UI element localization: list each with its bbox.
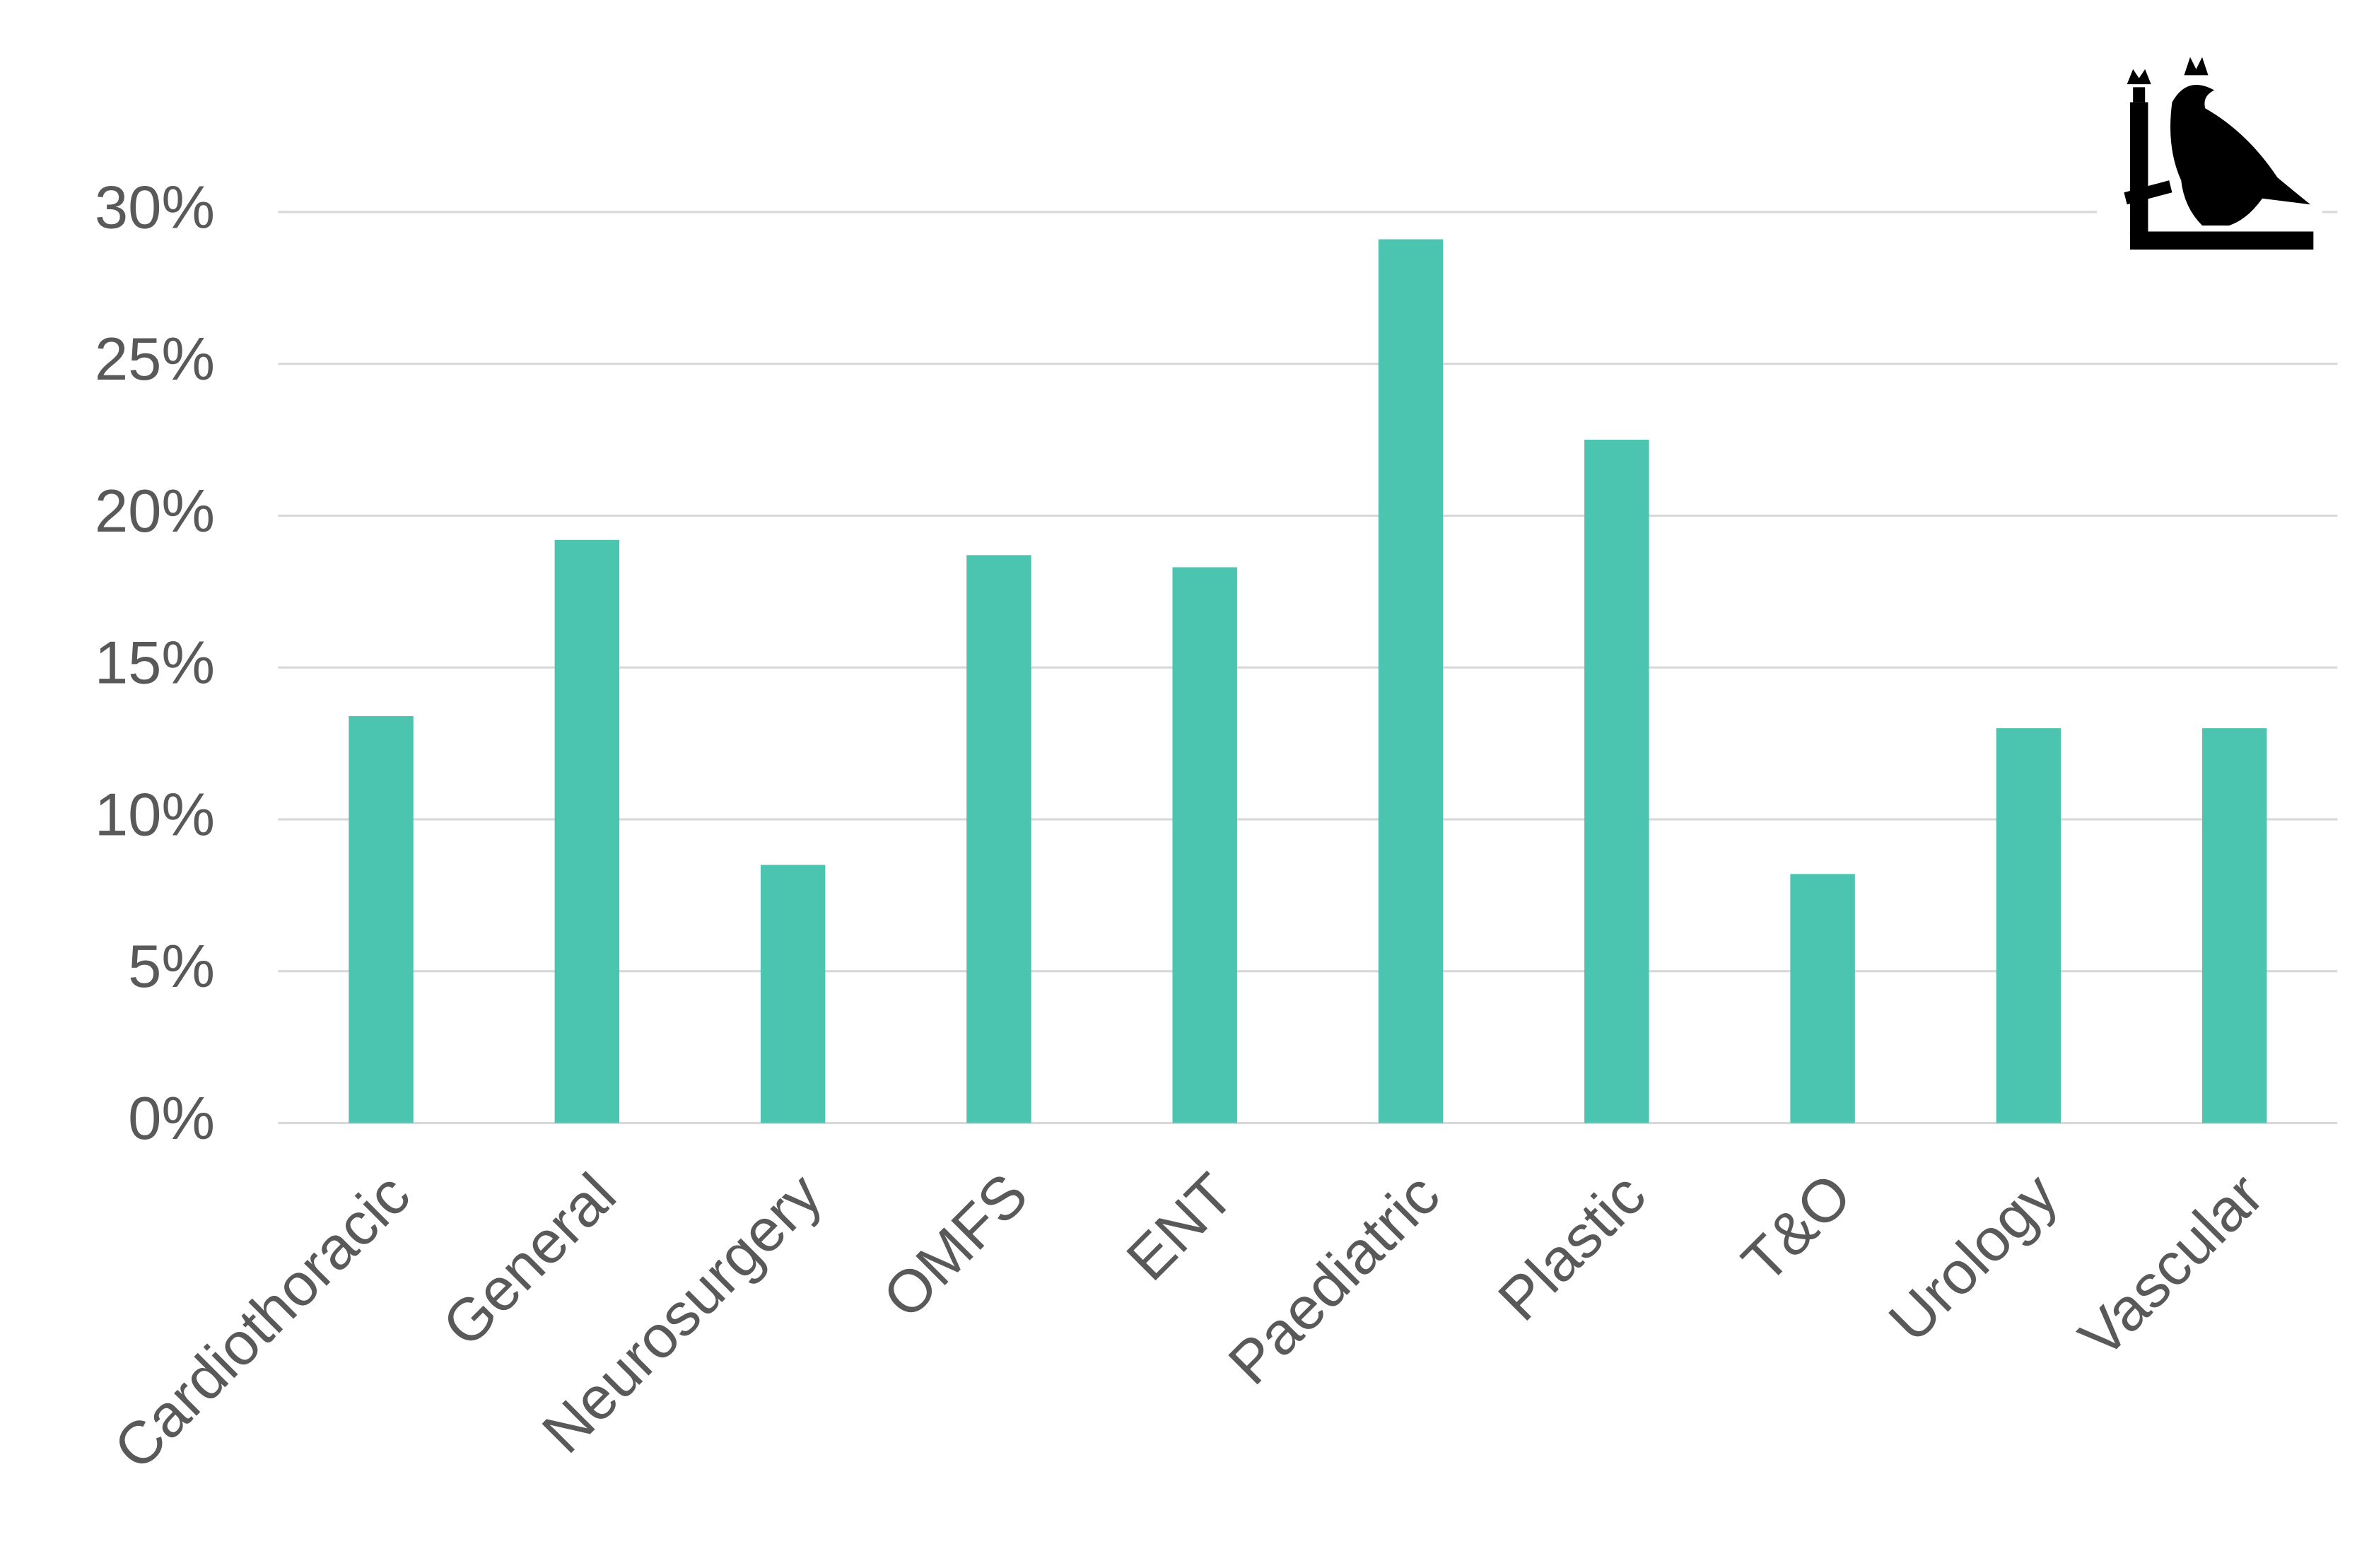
bar	[1996, 728, 2061, 1123]
y-tick-label: 0%	[128, 1085, 215, 1152]
x-tick-label: ENT	[1114, 1161, 1246, 1293]
x-tick-label: Vascular	[2066, 1161, 2276, 1371]
bar	[1378, 239, 1444, 1123]
logo	[2097, 42, 2323, 260]
x-tick-label: Urology	[1876, 1161, 2071, 1355]
bar	[1790, 874, 1855, 1123]
x-tick-label: Paediatric	[1216, 1161, 1453, 1398]
x-tick-label: General	[430, 1161, 628, 1359]
x-tick-label: Cardiothoracic	[101, 1161, 423, 1482]
x-tick-label: T&O	[1729, 1161, 1864, 1296]
bar	[2201, 728, 2267, 1123]
bar	[1584, 440, 1649, 1123]
x-tick-label: Plastic	[1486, 1161, 1659, 1333]
y-tick-label: 30%	[95, 174, 215, 241]
y-tick-label: 5%	[128, 933, 215, 1000]
y-tick-label: 25%	[95, 326, 215, 393]
bar	[554, 539, 620, 1123]
x-tick-label: OMFS	[870, 1161, 1041, 1331]
bar	[760, 865, 826, 1123]
y-tick-label: 15%	[95, 630, 215, 697]
bar	[1172, 567, 1237, 1123]
plot-area: 0% 5% 10% 15% 20% 25% 30% Cardiothoracic General…	[95, 174, 2338, 1482]
bar	[349, 715, 414, 1123]
y-tick-label: 20%	[95, 478, 215, 545]
y-tick-label: 10%	[95, 781, 215, 848]
bar	[966, 555, 1031, 1123]
